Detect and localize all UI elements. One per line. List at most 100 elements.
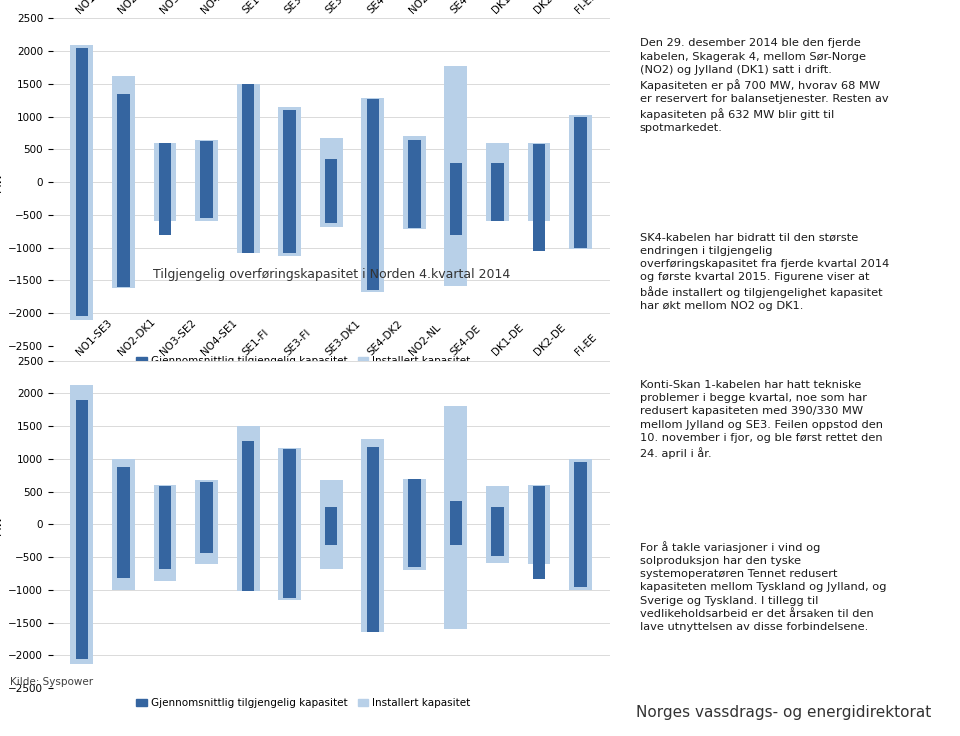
- Bar: [117, 524, 130, 578]
- Bar: [237, 524, 259, 591]
- Text: NVE: NVE: [26, 723, 42, 730]
- Bar: [76, 48, 88, 182]
- Bar: [403, 524, 425, 570]
- Bar: [533, 524, 545, 579]
- Bar: [283, 182, 296, 253]
- Bar: [361, 524, 384, 632]
- Y-axis label: MW: MW: [0, 514, 3, 535]
- Bar: [158, 182, 171, 235]
- Bar: [70, 45, 93, 182]
- Bar: [117, 182, 130, 287]
- Bar: [528, 182, 550, 222]
- Bar: [154, 182, 177, 222]
- Bar: [569, 182, 592, 249]
- Y-axis label: MW: MW: [0, 171, 3, 193]
- Bar: [112, 182, 134, 289]
- Bar: [154, 524, 177, 581]
- Bar: [320, 138, 343, 182]
- Bar: [278, 524, 301, 601]
- Bar: [486, 182, 509, 222]
- Bar: [533, 182, 545, 251]
- Bar: [76, 182, 88, 316]
- Bar: [361, 439, 384, 524]
- Bar: [283, 110, 296, 182]
- Bar: [574, 461, 587, 524]
- Bar: [403, 182, 425, 230]
- Bar: [117, 93, 130, 182]
- Bar: [70, 524, 93, 664]
- Bar: [361, 99, 384, 182]
- Bar: [444, 406, 468, 524]
- Bar: [76, 524, 88, 659]
- Bar: [195, 524, 218, 564]
- Bar: [492, 524, 504, 556]
- Bar: [367, 524, 379, 631]
- Text: Norges vassdrags- og energidirektorat: Norges vassdrags- og energidirektorat: [636, 704, 931, 720]
- Legend: Gjennomsnittlig tilgjengelig kapasitet, Installert kapasitet: Gjennomsnittlig tilgjengelig kapasitet, …: [132, 352, 475, 370]
- Bar: [444, 66, 468, 182]
- Bar: [367, 447, 379, 524]
- Text: SK4-kabelen har bidratt til den største
endringen i tilgjengelig
overføringskapa: SK4-kabelen har bidratt til den største …: [639, 233, 889, 311]
- Bar: [492, 182, 504, 222]
- Bar: [320, 480, 343, 524]
- Bar: [112, 76, 134, 182]
- Bar: [201, 141, 213, 182]
- Bar: [574, 182, 587, 247]
- Bar: [320, 524, 343, 569]
- Bar: [237, 182, 259, 253]
- Bar: [361, 182, 384, 292]
- Bar: [408, 140, 420, 182]
- Bar: [154, 485, 177, 524]
- Bar: [70, 182, 93, 319]
- Bar: [242, 84, 254, 182]
- Bar: [242, 182, 254, 253]
- Bar: [528, 524, 550, 564]
- Bar: [154, 143, 177, 182]
- Bar: [278, 448, 301, 524]
- Bar: [117, 467, 130, 524]
- Bar: [449, 182, 462, 235]
- Text: For å takle variasjoner i vind og
solproduksjon har den tyske
systemoperatøren T: For å takle variasjoner i vind og solpro…: [639, 541, 886, 632]
- Bar: [449, 500, 462, 524]
- Bar: [528, 485, 550, 524]
- Bar: [408, 478, 420, 524]
- Bar: [486, 143, 509, 182]
- Bar: [158, 143, 171, 182]
- Bar: [492, 163, 504, 182]
- Title: Tilgjengelig overføringskapasitet i Norden 4.kvartal 2014: Tilgjengelig overføringskapasitet i Nord…: [153, 268, 510, 281]
- Bar: [112, 459, 134, 524]
- Bar: [70, 385, 93, 524]
- Bar: [574, 116, 587, 182]
- Bar: [237, 426, 259, 524]
- Bar: [195, 140, 218, 182]
- Bar: [444, 182, 468, 286]
- Bar: [449, 524, 462, 545]
- Bar: [242, 441, 254, 524]
- Bar: [569, 116, 592, 182]
- Bar: [283, 524, 296, 598]
- Bar: [449, 163, 462, 182]
- Bar: [201, 524, 213, 553]
- Bar: [533, 486, 545, 524]
- Bar: [403, 478, 425, 524]
- Bar: [367, 182, 379, 290]
- Bar: [201, 182, 213, 218]
- Bar: [486, 524, 509, 563]
- Bar: [325, 159, 337, 182]
- Bar: [112, 524, 134, 590]
- Bar: [237, 84, 259, 182]
- Bar: [195, 480, 218, 524]
- Text: ♛: ♛: [25, 701, 43, 720]
- Bar: [486, 486, 509, 524]
- Legend: Gjennomsnittlig tilgjengelig kapasitet, Installert kapasitet: Gjennomsnittlig tilgjengelig kapasitet, …: [132, 694, 475, 712]
- Bar: [325, 524, 337, 545]
- Bar: [158, 524, 171, 569]
- Bar: [201, 482, 213, 524]
- Bar: [278, 107, 301, 182]
- Bar: [408, 182, 420, 228]
- Bar: [444, 524, 468, 629]
- Bar: [283, 449, 296, 524]
- Bar: [403, 136, 425, 182]
- Bar: [325, 182, 337, 223]
- Bar: [195, 182, 218, 222]
